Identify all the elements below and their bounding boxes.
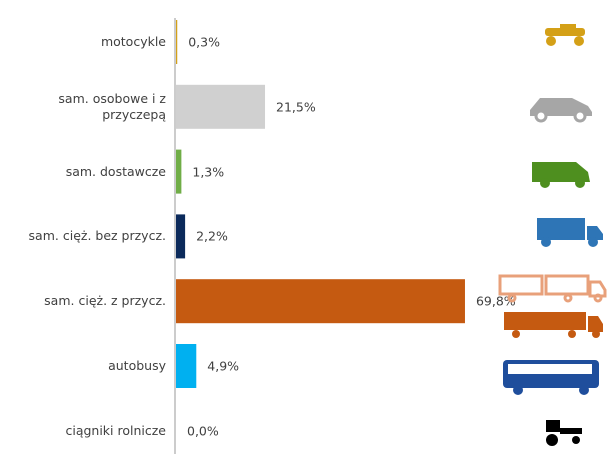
value-label: 2,2% [196,228,228,244]
category-label: autobusy [108,358,166,373]
bar [176,344,197,388]
value-label: 0,0% [187,423,219,439]
icon-van [532,162,590,188]
category-label: motocykle [100,34,166,49]
icon-car [530,98,592,123]
value-label: 21,5% [276,99,316,115]
value-label: 1,3% [192,164,225,180]
category-label: sam. cięż. bez przycz. [28,228,166,244]
value-label: 0,3% [188,34,220,50]
icon-motorcycle [545,24,585,46]
icon-tractor [546,420,582,446]
bar [176,214,186,259]
category-label: ciągniki rolnicze [65,422,166,438]
category-label: sam. dostawcze [65,163,166,179]
bar [176,20,178,64]
category-label: sam. osobowe i z przyczepą [58,90,166,122]
icon-truck-trailer-outline [498,274,607,303]
value-label: 69,8% [475,293,516,309]
bar [176,149,182,194]
bar [176,279,465,324]
icons [498,24,607,446]
value-label: 4,9% [207,358,240,374]
icon-truck-trailer [504,312,603,338]
category-label: sam. cięż. z przycz. [44,293,166,309]
bar [176,84,266,129]
icon-truck [537,218,603,247]
icon-bus [503,360,599,395]
